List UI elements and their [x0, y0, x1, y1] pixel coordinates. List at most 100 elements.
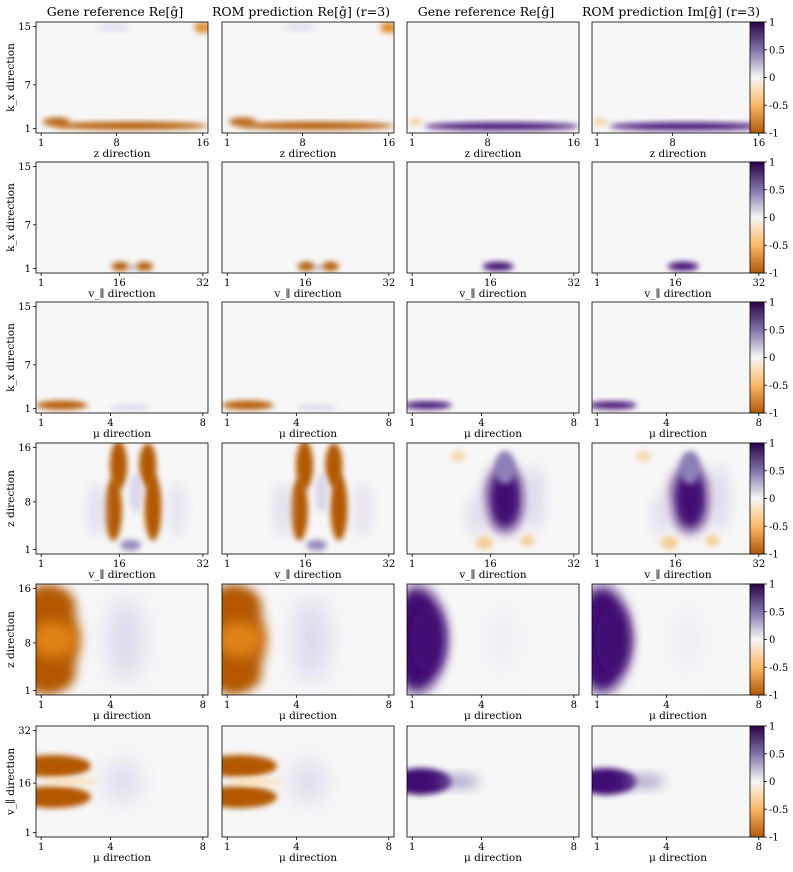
- heatmap-blob-1: [609, 122, 764, 131]
- x-tick-label: 1: [38, 418, 44, 429]
- y-tick-label: 15: [18, 22, 31, 33]
- heatmap-blob-8: [354, 481, 372, 538]
- heatmap-field: [482, 261, 514, 271]
- heatmap-background: [36, 302, 208, 413]
- colorbar-row-4: 1 0.5 0 -0.5 -1: [749, 439, 788, 561]
- colorbar-tick-label: 0.5: [769, 325, 785, 336]
- heatmap-panel-r6-c3: 1 4 8 μ direction: [406, 725, 580, 864]
- heatmap-background: [407, 302, 579, 413]
- colorbar-tick-label: 1: [769, 298, 775, 309]
- heatmap-frame: [406, 442, 580, 555]
- heatmap-field: [408, 118, 579, 131]
- heatmap-blob-3: [380, 22, 394, 34]
- x-tick-label: 16: [299, 278, 312, 289]
- heatmap-field: [593, 118, 764, 131]
- x-tick-label: 4: [663, 700, 669, 711]
- x-tick-label: 16: [567, 138, 580, 149]
- heatmap-field: [592, 401, 637, 410]
- y-tick-label: 1: [25, 545, 31, 556]
- heatmap-panel-r1-c4: 1 8 16 z direction: [591, 21, 765, 160]
- heatmap-field: [592, 586, 701, 693]
- x-tick-label: 1: [594, 842, 600, 853]
- x-tick-label: 1: [594, 700, 600, 711]
- x-tick-label: 1: [224, 418, 230, 429]
- x-tick-label: 32: [752, 278, 765, 289]
- heatmap-frame: [406, 21, 580, 134]
- heatmap-blob-1: [671, 465, 709, 532]
- heatmap-blob-1: [592, 401, 637, 410]
- x-tick-label: 8: [386, 418, 392, 429]
- colorbar-tick-label: 1: [769, 722, 775, 733]
- x-tick-label: 4: [293, 842, 299, 853]
- heatmap-frame: [35, 725, 209, 838]
- heatmap-panel-r6-c1: 1 4 8 μ direction 1 16 32v_∥ direction: [5, 725, 209, 864]
- heatmap-frame: [221, 301, 395, 414]
- colorbar-tick-label: 0: [769, 213, 775, 224]
- x-tick-label: 16: [113, 559, 126, 570]
- x-tick-label: 1: [594, 278, 600, 289]
- y-axis-label: z direction: [5, 470, 17, 527]
- colorbar-row-3: 1 0.5 0 -0.5 -1: [749, 298, 788, 420]
- heatmap-panel-r3-c1: 1 4 8 μ direction 1 7 15k_x direction: [5, 301, 209, 440]
- heatmap-frame: [35, 442, 209, 555]
- heatmap-panel-r3-c2: 1 4 8 μ direction: [221, 301, 395, 440]
- heatmap-blob-7: [273, 481, 291, 538]
- heatmap-background: [222, 22, 394, 133]
- heatmap-panel-r5-c4: 1 4 8 μ direction: [591, 583, 765, 722]
- heatmap-panel-r4-c2: 1 16 32 v_∥ direction: [221, 442, 395, 581]
- x-tick-label: 8: [386, 700, 392, 711]
- heatmap-background: [407, 22, 579, 133]
- heatmap-blob-2: [222, 785, 278, 809]
- y-tick-label: 15: [18, 162, 31, 173]
- colorbar-tick-label: -0.5: [769, 241, 788, 252]
- x-tick-label: 1: [38, 842, 44, 853]
- x-tick-label: 1: [409, 842, 415, 853]
- x-tick-label: 16: [669, 278, 682, 289]
- heatmap-blob-1: [36, 400, 88, 410]
- x-tick-label: 1: [409, 138, 415, 149]
- x-axis-label: v_∥ direction: [643, 288, 711, 300]
- colorbar-gradient: [749, 161, 765, 274]
- x-tick-label: 1: [38, 138, 44, 149]
- x-axis-label: μ direction: [464, 852, 522, 864]
- heatmap-blob-4: [330, 474, 348, 541]
- heatmap-field: [297, 261, 339, 271]
- heatmap-frame: [406, 583, 580, 696]
- x-tick-label: 4: [293, 700, 299, 711]
- heatmap-blob-6: [520, 535, 535, 547]
- y-tick-label: 1: [25, 828, 31, 839]
- x-tick-label: 1: [224, 278, 230, 289]
- x-tick-label: 16: [484, 559, 497, 570]
- heatmap-blob-3: [712, 465, 730, 532]
- colorbar-tick-label: 0.5: [769, 466, 785, 477]
- colorbar-tick-label: -0.5: [769, 805, 788, 816]
- x-axis-label: μ direction: [464, 710, 522, 722]
- heatmap-blob-1: [239, 121, 394, 130]
- heatmap-blob-2: [494, 450, 516, 485]
- heatmap-row-4: 1 16 32 v_∥ direction 1 8 16 z direction 1 16 32 v_…: [5, 439, 788, 582]
- x-axis-label: μ direction: [649, 710, 707, 722]
- heatmap-blob-1: [53, 121, 208, 130]
- heatmap-panel-r6-c4: 1 4 8 μ direction: [591, 725, 765, 864]
- x-tick-label: 16: [752, 138, 765, 149]
- heatmap-field: [87, 443, 186, 551]
- x-tick-label: 8: [299, 138, 305, 149]
- heatmap-blob-1: [109, 443, 128, 490]
- x-axis-label: v_∥ direction: [87, 569, 155, 581]
- heatmap-panel-r5-c2: 1 4 8 μ direction: [221, 583, 395, 722]
- x-tick-label: 8: [571, 842, 577, 853]
- heatmap-frame: [406, 725, 580, 838]
- colorbar-tick-label: -1: [769, 409, 779, 420]
- y-tick-label: 16: [18, 584, 31, 595]
- x-tick-label: 1: [594, 138, 600, 149]
- heatmap-blob-3: [194, 22, 208, 34]
- heatmap-blob-2: [228, 117, 257, 127]
- heatmap-field: [273, 443, 372, 551]
- x-tick-label: 16: [196, 138, 209, 149]
- heatmap-blob-1: [222, 400, 274, 410]
- heatmap-blob-1: [297, 261, 315, 271]
- x-axis-label: v_∥ direction: [458, 569, 526, 581]
- heatmap-blob-1: [36, 754, 92, 778]
- x-tick-label: 32: [752, 559, 765, 570]
- x-tick-label: 4: [478, 418, 484, 429]
